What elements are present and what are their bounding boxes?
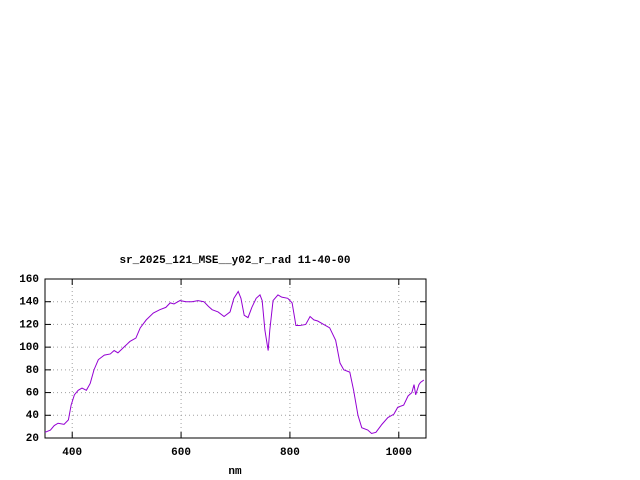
y-tick-label: 160 — [19, 274, 39, 286]
y-tick-label: 80 — [26, 365, 39, 377]
x-tick-label: 400 — [62, 447, 82, 459]
x-axis-label: nm — [228, 466, 242, 478]
y-tick-label: 20 — [26, 433, 39, 445]
x-tick-label: 800 — [280, 447, 300, 459]
x-tick-label: 600 — [171, 447, 191, 459]
data-line — [44, 290, 425, 435]
y-tick-label: 140 — [19, 297, 39, 309]
plot-frame — [44, 278, 427, 439]
y-tick-label: 40 — [26, 410, 39, 422]
y-tick-label: 120 — [19, 319, 39, 331]
y-tick-label: 100 — [19, 342, 39, 354]
y-tick-label: 60 — [26, 387, 39, 399]
chart-title: sr_2025_121_MSE__y02_r_rad 11-40-00 — [119, 255, 350, 267]
x-tick-label: 1000 — [386, 447, 412, 459]
